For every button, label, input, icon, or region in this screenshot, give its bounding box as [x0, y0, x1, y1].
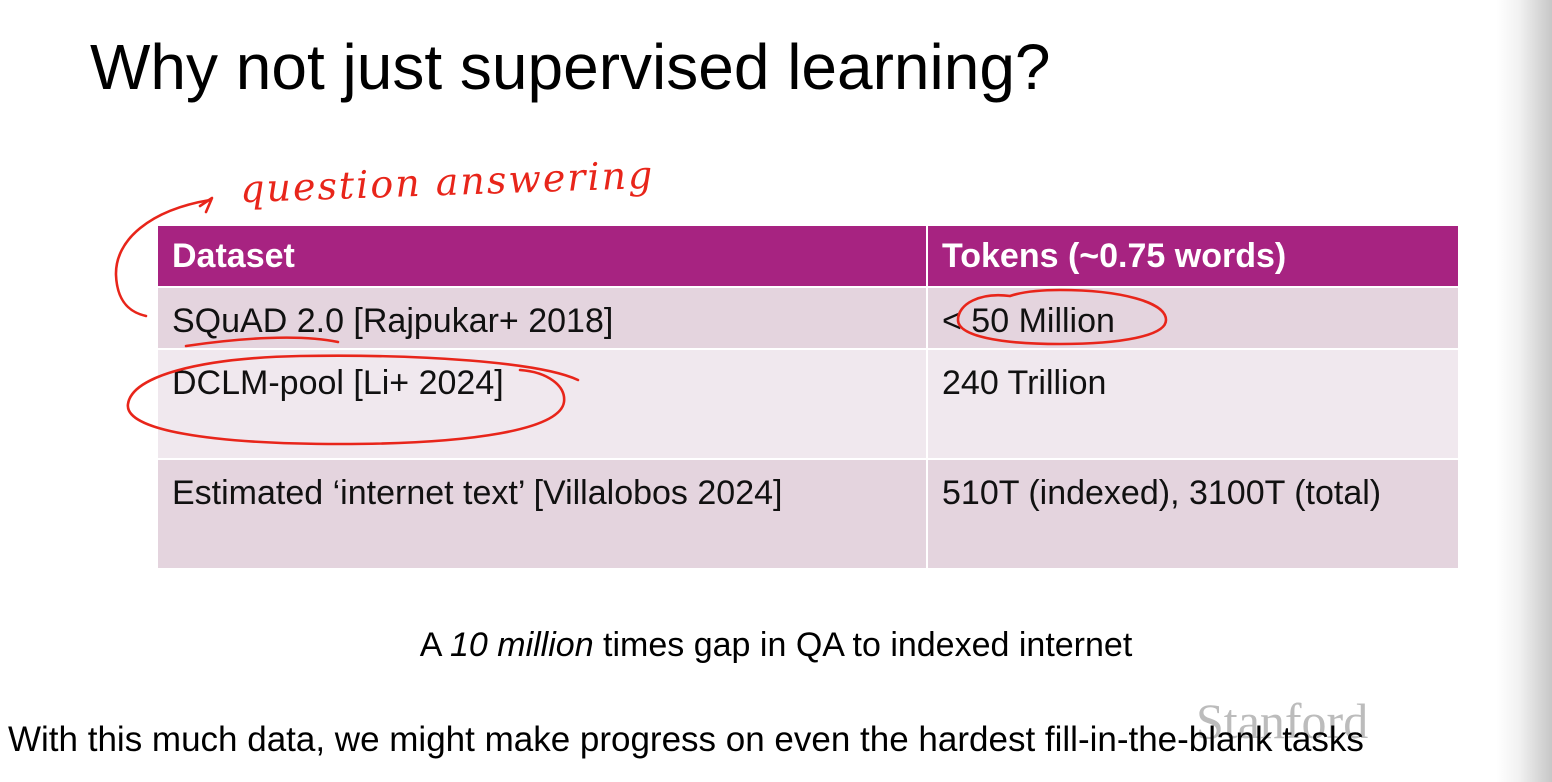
caption-prefix: A: [419, 626, 450, 664]
slide-bottom-text: With this much data, we might make progr…: [8, 720, 1364, 759]
caption-emphasis: 10 million: [449, 626, 594, 664]
squad-underline-stroke: [184, 336, 340, 348]
table-header-row: Dataset Tokens (~0.75 words): [158, 226, 1458, 287]
tokens-cell: 510T (indexed), 3100T (total): [927, 458, 1458, 568]
tokens-cell: < 50 Million: [927, 286, 1458, 349]
caption-suffix: times gap in QA to indexed internet: [593, 626, 1133, 664]
table-row: Estimated ‘internet text’ [Villalobos 20…: [158, 458, 1458, 568]
slide-title: Why not just supervised learning?: [90, 31, 1051, 103]
column-header-dataset: Dataset: [158, 226, 928, 287]
dataset-cell: Estimated ‘internet text’ [Villalobos 20…: [158, 458, 928, 568]
table-row: DCLM-pool [Li+ 2024] 240 Trillion: [158, 348, 1458, 459]
dclm-circle-stroke: [126, 354, 580, 446]
tokens-cell: 240 Trillion: [927, 348, 1458, 459]
dataset-cell: DCLM-pool [Li+ 2024]: [158, 348, 928, 459]
slide-caption: A 10 million times gap in QA to indexed …: [0, 626, 1552, 665]
stanford-watermark: Stanford: [1196, 693, 1369, 749]
pointer-arrow-stroke: [114, 198, 212, 318]
arrow-head-stroke: [198, 196, 214, 214]
edge-shadow: [1496, 0, 1552, 782]
million-circle-stroke: [956, 288, 1168, 346]
column-header-tokens: Tokens (~0.75 words): [927, 226, 1458, 287]
